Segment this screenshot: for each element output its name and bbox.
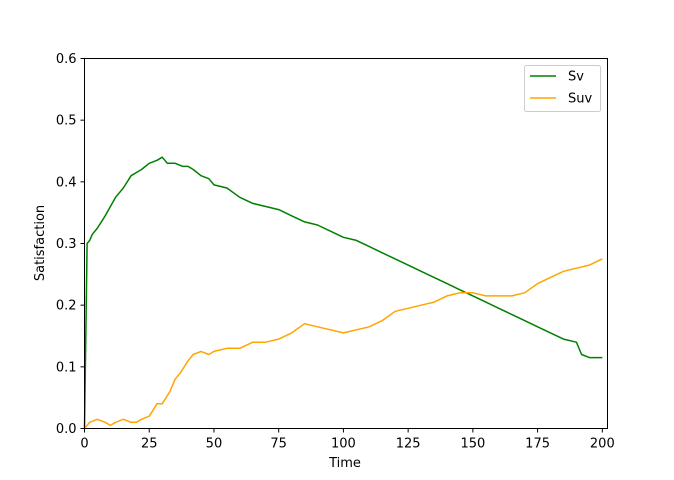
series-line-sv (83, 156, 603, 429)
legend: Sv Suv (524, 65, 601, 112)
y-tick-label: 0.1 (56, 360, 77, 375)
x-tick-label: 100 (331, 437, 356, 452)
y-axis-label: Satisfaction (33, 205, 48, 281)
x-axis: 0 25 50 75 100 125 150 175 200 (80, 428, 615, 452)
x-axis-label: Time (328, 456, 361, 471)
x-tick-label: 25 (141, 437, 158, 452)
x-tick-label: 150 (460, 437, 485, 452)
series-layer (83, 156, 603, 429)
x-tick-label: 75 (270, 437, 287, 452)
y-tick-label: 0.2 (56, 299, 77, 314)
x-tick-label: 125 (396, 437, 421, 452)
legend-label-sv: Sv (568, 70, 584, 85)
y-tick-label: 0.5 (56, 114, 77, 129)
x-tick-label: 50 (206, 437, 223, 452)
legend-box (524, 65, 601, 112)
y-tick-label: 0.0 (56, 422, 77, 437)
x-tick-label: 175 (525, 437, 550, 452)
series-line-suv (83, 258, 603, 429)
y-tick-label: 0.3 (56, 237, 77, 252)
plot-area (84, 58, 608, 429)
y-tick-label: 0.6 (56, 52, 77, 67)
y-tick-label: 0.4 (56, 175, 77, 190)
x-tick-label: 200 (590, 437, 615, 452)
y-axis: 0.0 0.1 0.2 0.3 0.4 0.5 0.6 (56, 52, 85, 437)
legend-label-suv: Suv (568, 92, 592, 107)
x-tick-label: 0 (80, 437, 88, 452)
